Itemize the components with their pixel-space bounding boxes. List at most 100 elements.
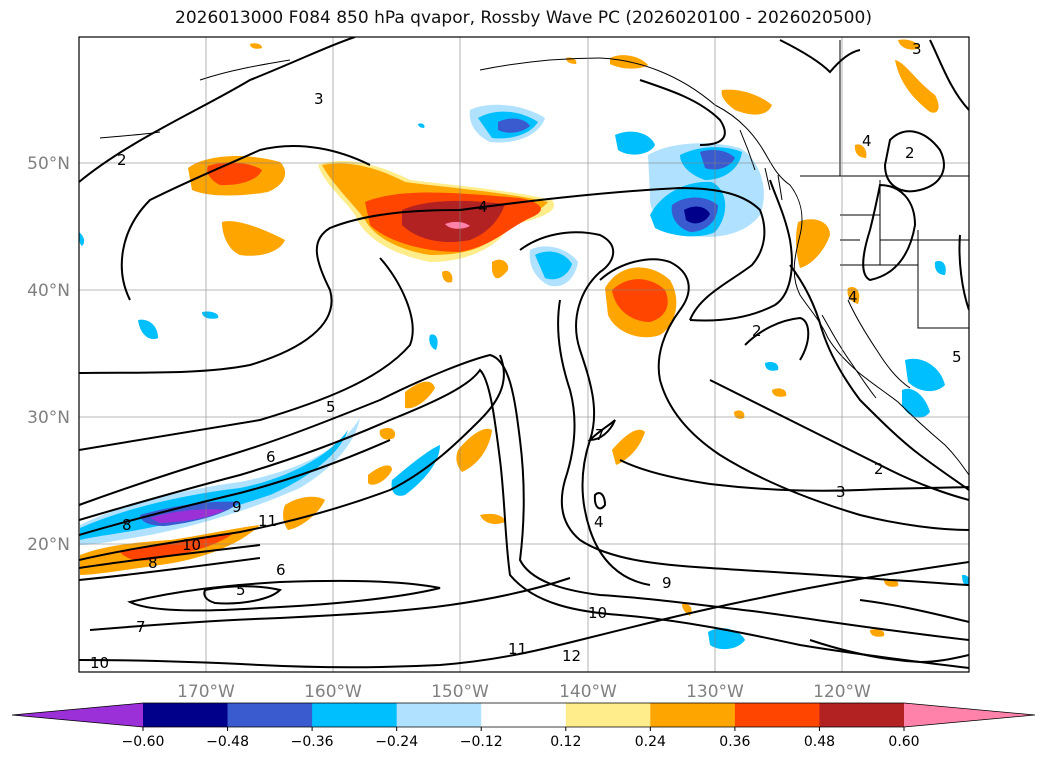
lat-label-30n: 30°N: [27, 408, 70, 428]
contour-line: [519, 231, 651, 586]
positive-anomaly-region: [405, 381, 435, 409]
positive-anomaly-region: [870, 629, 885, 637]
contour-label: 6: [266, 448, 276, 466]
contour-line: [929, 39, 969, 111]
contour-label: 7: [136, 618, 146, 636]
colorbar-tick-label: 0.36: [719, 734, 750, 750]
contour-label: 7: [595, 426, 605, 444]
contour-label: 4: [478, 198, 488, 216]
negative-anomaly-region: [418, 123, 425, 128]
contour-label: 12: [562, 647, 581, 665]
contour-label: 3: [836, 483, 846, 501]
positive-anomaly-region: [250, 43, 262, 49]
contour-line: [779, 39, 861, 74]
lon-label-150w: 150°W: [431, 682, 489, 702]
lat-label-40n: 40°N: [27, 281, 70, 301]
negative-anomaly-region: [498, 118, 530, 133]
colorbar-extend-max: [904, 703, 1035, 727]
colorbar-segment: [819, 703, 905, 727]
longitude-labels: 170°W 160°W 150°W 140°W 130°W 120°W: [177, 682, 871, 702]
contour-label: 10: [90, 654, 109, 672]
map-title: 2026013000 F084 850 hPa qvapor, Rossby W…: [175, 8, 872, 28]
positive-anomaly-region: [368, 465, 392, 485]
positive-anomaly-region: [612, 429, 645, 465]
positive-anomaly-region: [772, 388, 787, 397]
colorbar: −0.60 −0.48 −0.36 −0.24 −0.12 0.12 0.24 0.36 0.4…: [11, 702, 1036, 750]
contour-line: [127, 579, 441, 612]
contour-label: 3: [314, 90, 324, 108]
contour-line: [203, 585, 282, 605]
contour-label: 5: [952, 348, 962, 366]
negative-anomaly-region: [80, 430, 348, 540]
colorbar-tick-label: −0.36: [291, 734, 334, 750]
colorbar-tick-label: 0.24: [635, 734, 666, 750]
contour-label-layer: 2 3 4 4 4 5 6 7 8 9 10 11 12 2 3 2 5 6 7…: [90, 40, 962, 672]
contour-line: [79, 557, 261, 581]
contour-line: [79, 439, 391, 536]
contour-line: [79, 354, 505, 561]
contour-line: [79, 544, 261, 569]
positive-anomaly-region: [456, 428, 492, 472]
lon-label-140w: 140°W: [559, 682, 617, 702]
contour-label: 4: [848, 288, 858, 306]
positive-anomaly-region: [445, 221, 470, 229]
contour-label: 2: [752, 322, 762, 340]
latitude-labels: 50°N 40°N 30°N 20°N: [27, 154, 70, 555]
colorbar-segment: [227, 703, 313, 727]
negative-anomaly-region: [765, 361, 779, 371]
positive-anomaly-region: [795, 219, 830, 268]
colorbar-tick-label: 0.60: [888, 734, 919, 750]
contour-label: 4: [594, 513, 604, 531]
colorbar-segment: [481, 703, 567, 727]
map-area: 2 3 4 4 4 5 6 7 8 9 10 11 12 2 3 2 5 6 7…: [79, 37, 969, 672]
contour-line: [744, 316, 810, 361]
negative-anomaly-region: [684, 206, 710, 224]
positive-anomaly-region: [222, 221, 285, 256]
colorbar-segment: [143, 703, 229, 727]
negative-anomaly-region: [708, 628, 745, 650]
colorbar-segment: [565, 703, 651, 727]
contour-line: [79, 186, 766, 374]
graticule: [79, 37, 969, 672]
contour-label: 2: [874, 460, 884, 478]
contour-label: 10: [588, 604, 607, 622]
contour-line: [859, 599, 969, 623]
negative-anomaly-region: [138, 319, 158, 340]
colorbar-tick-label: −0.24: [375, 734, 418, 750]
contour-line: [587, 419, 616, 442]
negative-anomaly-region: [429, 334, 438, 350]
positive-anomaly-region: [847, 286, 860, 304]
colorbar-tick-label: −0.48: [206, 734, 249, 750]
contour-line: [862, 183, 917, 282]
contour-layer: [79, 37, 969, 669]
contour-label: 5: [326, 398, 336, 416]
contour-line: [557, 299, 969, 586]
contour-line: [709, 379, 969, 501]
colorbar-segment: [396, 703, 482, 727]
anomaly-fill-layer: [79, 39, 969, 650]
colorbar-tick-label: −0.60: [122, 734, 165, 750]
coastline-gulf-of-california: [847, 299, 911, 389]
map-frame: [78, 36, 970, 673]
lon-label-120w: 120°W: [813, 682, 871, 702]
contour-label: 3: [912, 40, 922, 58]
colorbar-segment: [734, 703, 820, 727]
contour-label: 5: [236, 581, 246, 599]
contour-line: [883, 130, 945, 193]
contour-line: [958, 234, 969, 311]
positive-anomaly-region: [492, 259, 509, 279]
positive-anomaly-region: [854, 144, 867, 158]
negative-anomaly-region: [962, 574, 969, 586]
positive-anomaly-region: [895, 60, 939, 113]
contour-line: [120, 144, 371, 301]
lat-label-50n: 50°N: [27, 154, 70, 174]
colorbar-tick-label: 0.48: [804, 734, 835, 750]
contour-line: [809, 639, 969, 664]
coastline-north-america: [599, 57, 969, 476]
contour-label: 2: [117, 151, 127, 169]
contour-line: [79, 368, 969, 669]
positive-anomaly-region: [480, 513, 505, 524]
negative-anomaly-region: [700, 150, 735, 170]
colorbar-segment: [312, 703, 398, 727]
